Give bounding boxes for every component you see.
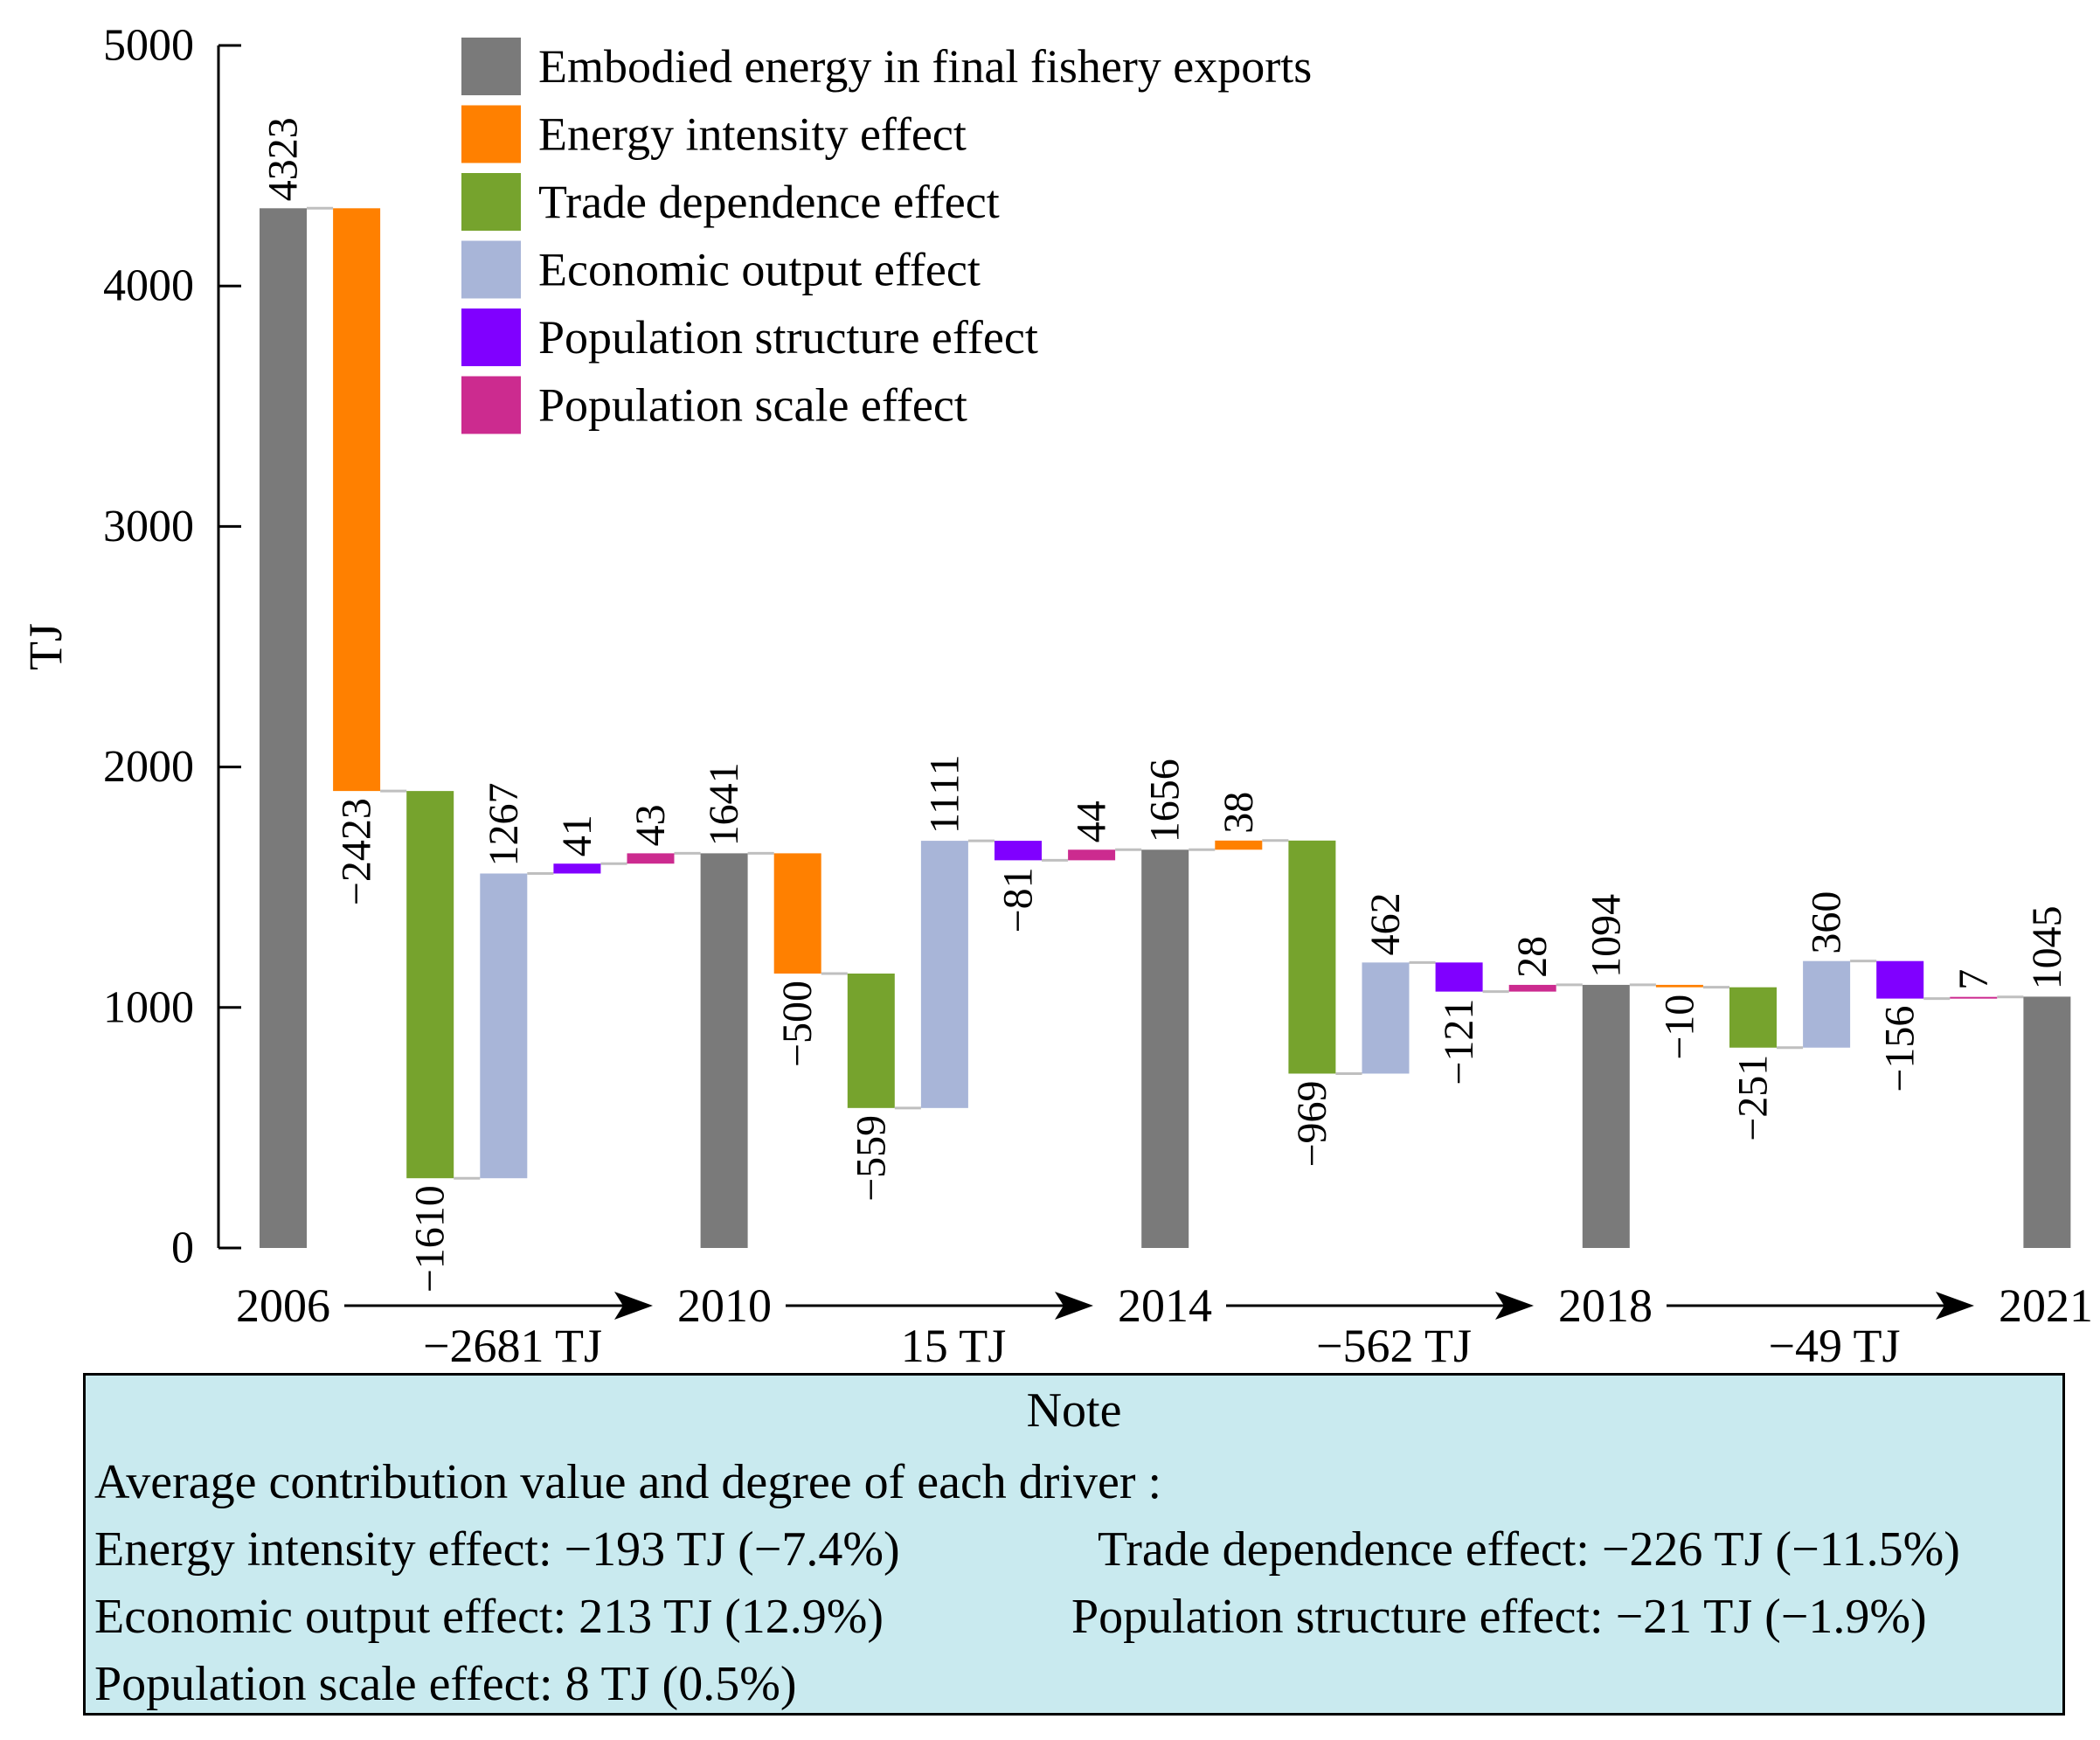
value-label-10: −81 xyxy=(995,867,1042,932)
note-title: Note xyxy=(1026,1383,1122,1438)
bar-trade-dependence-effect-2 xyxy=(406,791,454,1179)
y-tick-label-3000: 3000 xyxy=(103,502,194,551)
legend-label-5: Population scale effect xyxy=(538,379,967,432)
bar-trade-dependence-effect-14 xyxy=(1288,840,1336,1074)
legend-label-2: Trade dependence effect xyxy=(538,176,1000,228)
value-label-1: −2423 xyxy=(334,798,380,905)
bar-population-scale-effect-17 xyxy=(1508,984,1556,992)
note-trade-dependence: Trade dependence effect: −226 TJ (−11.5%… xyxy=(1098,1522,1960,1577)
value-label-7: −500 xyxy=(774,981,821,1067)
value-label-11: 44 xyxy=(1069,801,1115,842)
waterfall-chart: 4323 −2423 −1610 1267 41 43 1641 −500 −559 1111 −8… xyxy=(19,21,2093,1373)
legend-swatch-3 xyxy=(461,240,521,299)
period-change-label-3: −49 TJ xyxy=(1769,1320,1901,1372)
legend-swatch-2 xyxy=(461,173,521,231)
bar-economic-output-effect-3 xyxy=(480,873,528,1179)
note-energy-intensity: Energy intensity effect: −193 TJ (−7.4%) xyxy=(94,1522,900,1577)
bar-trade-dependence-effect-20 xyxy=(1729,987,1777,1048)
value-label-18: 1094 xyxy=(1583,894,1629,978)
bar-population-structure-effect-10 xyxy=(995,841,1042,861)
year-label-2006: 2006 xyxy=(236,1279,330,1332)
y-tick-label-2000: 2000 xyxy=(103,742,194,792)
legend-label-3: Economic output effect xyxy=(538,244,981,296)
bar-population-structure-effect-22 xyxy=(1876,960,1924,999)
bar-energy-intensity-effect-7 xyxy=(773,853,821,974)
bar-population-structure-effect-16 xyxy=(1435,962,1483,992)
bar-economic-output-effect-9 xyxy=(920,841,968,1108)
value-label-6: 1641 xyxy=(701,762,747,846)
legend-label-1: Energy intensity effect xyxy=(538,108,967,161)
value-label-15: 462 xyxy=(1362,892,1409,955)
value-label-5: 43 xyxy=(627,804,674,846)
bar-embodied-energy-in-final-fishery-exports-6 xyxy=(700,853,748,1248)
note-population-scale: Population scale effect: 8 TJ (0.5%) xyxy=(94,1657,797,1711)
bar-embodied-energy-in-final-fishery-exports-12 xyxy=(1141,849,1189,1248)
y-tick-label-4000: 4000 xyxy=(103,261,194,311)
value-label-16: −121 xyxy=(1436,999,1482,1085)
value-label-8: −559 xyxy=(848,1115,894,1202)
period-arrow-head-3 xyxy=(1936,1292,1974,1320)
value-label-21: 360 xyxy=(1804,891,1850,954)
value-label-17: 28 xyxy=(1509,936,1556,978)
y-tick-label-1000: 1000 xyxy=(103,982,194,1032)
y-tick-label-5000: 5000 xyxy=(103,21,194,71)
period-arrow-head-2 xyxy=(1495,1292,1534,1320)
bar-population-structure-effect-4 xyxy=(553,863,601,874)
bar-embodied-energy-in-final-fishery-exports-24 xyxy=(2023,996,2071,1248)
legend-swatch-0 xyxy=(461,38,521,95)
value-label-23: 7 xyxy=(1951,969,1997,990)
value-label-14: −969 xyxy=(1289,1080,1335,1167)
bar-economic-output-effect-21 xyxy=(1803,960,1851,1048)
period-change-label-0: −2681 TJ xyxy=(423,1320,602,1372)
bar-energy-intensity-effect-19 xyxy=(1655,984,1703,988)
bar-energy-intensity-effect-13 xyxy=(1215,840,1263,850)
value-label-9: 1111 xyxy=(921,754,967,834)
bar-embodied-energy-in-final-fishery-exports-0 xyxy=(260,208,307,1248)
bar-population-scale-effect-5 xyxy=(627,853,675,864)
bar-energy-intensity-effect-1 xyxy=(333,208,381,792)
bar-population-scale-effect-11 xyxy=(1068,849,1116,861)
note-population-structure: Population structure effect: −21 TJ (−1.… xyxy=(1071,1590,1927,1644)
y-axis-title: TJ xyxy=(19,623,72,670)
value-label-13: 38 xyxy=(1216,792,1262,834)
note-economic-output: Economic output effect: 213 TJ (12.9%) xyxy=(94,1590,884,1644)
legend-label-4: Population structure effect xyxy=(538,311,1038,364)
period-change-label-1: 15 TJ xyxy=(901,1320,1007,1372)
legend-swatch-1 xyxy=(461,105,521,163)
value-label-19: −10 xyxy=(1656,995,1702,1060)
bar-population-scale-effect-23 xyxy=(1950,996,1998,999)
bar-embodied-energy-in-final-fishery-exports-18 xyxy=(1582,984,1630,1248)
value-label-4: 41 xyxy=(554,815,600,856)
bar-trade-dependence-effect-8 xyxy=(847,973,895,1108)
period-arrow-head-0 xyxy=(614,1292,653,1320)
legend-label-0: Embodied energy in final fishery exports xyxy=(538,40,1312,93)
value-label-20: −251 xyxy=(1730,1055,1777,1141)
value-label-0: 4323 xyxy=(260,117,307,201)
legend-swatch-5 xyxy=(461,376,521,434)
period-change-label-2: −562 TJ xyxy=(1316,1320,1472,1372)
value-label-2: −1610 xyxy=(407,1185,454,1293)
legend-swatch-4 xyxy=(461,308,521,366)
value-label-24: 1045 xyxy=(2024,905,2070,989)
value-label-3: 1267 xyxy=(481,783,527,867)
year-label-2018: 2018 xyxy=(1558,1279,1653,1332)
value-label-22: −156 xyxy=(1877,1006,1923,1092)
note-box: Note Average contribution value and degr… xyxy=(83,1373,2065,1716)
value-label-12: 1656 xyxy=(1142,759,1189,842)
year-label-2021: 2021 xyxy=(1999,1279,2093,1332)
note-intro: Average contribution value and degree of… xyxy=(94,1455,1162,1509)
bar-economic-output-effect-15 xyxy=(1362,962,1410,1074)
year-label-2010: 2010 xyxy=(677,1279,772,1332)
y-tick-label-0: 0 xyxy=(171,1224,194,1273)
period-arrow-head-1 xyxy=(1055,1292,1093,1320)
year-label-2014: 2014 xyxy=(1118,1279,1212,1332)
